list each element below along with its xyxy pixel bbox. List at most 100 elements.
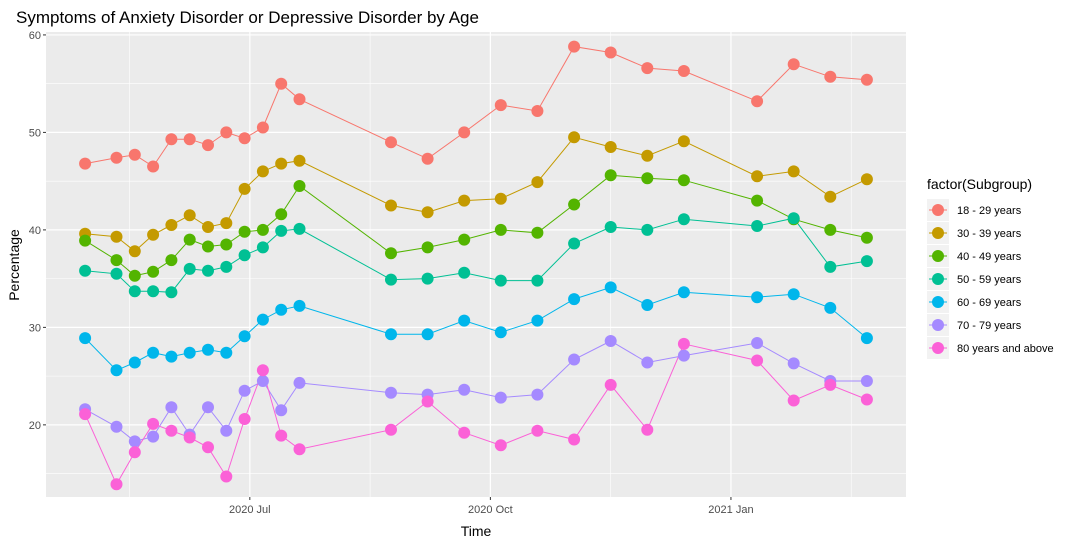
data-point: [860, 255, 873, 268]
data-point: [604, 221, 617, 233]
data-point: [824, 378, 837, 391]
data-point: [421, 152, 434, 165]
data-point: [128, 446, 141, 459]
data-point: [385, 423, 397, 436]
data-point: [494, 326, 507, 339]
data-point: [238, 413, 251, 425]
data-point: [458, 383, 471, 396]
data-point: [183, 346, 196, 359]
x-tick-label: 2021 Jan: [708, 504, 753, 516]
legend-label: 80 years and above: [957, 343, 1054, 355]
data-point: [751, 170, 764, 183]
x-axis: 2020 Jul 2020 Oct 2021 Jan: [229, 497, 754, 516]
x-tick-label: 2020 Oct: [468, 504, 513, 516]
data-point: [293, 222, 306, 235]
data-point: [568, 131, 581, 144]
series-points-3: [79, 212, 873, 299]
data-point: [256, 223, 269, 236]
legend-key-point: [932, 227, 944, 239]
data-point: [147, 228, 160, 241]
data-point: [110, 478, 123, 491]
data-point: [165, 286, 178, 299]
data-point: [677, 337, 690, 350]
data-point: [128, 435, 141, 448]
data-point: [79, 408, 92, 421]
series-points-6: [79, 337, 873, 491]
data-point: [128, 148, 141, 161]
data-point: [458, 426, 471, 439]
data-point: [531, 105, 544, 117]
data-point: [202, 264, 214, 277]
grid: [46, 32, 906, 497]
data-point: [110, 364, 123, 377]
data-point: [421, 328, 434, 341]
data-point: [494, 192, 507, 205]
data-point: [147, 160, 160, 173]
data-point: [128, 356, 141, 369]
data-point: [860, 393, 873, 406]
data-point: [256, 364, 269, 377]
data-point: [220, 260, 233, 273]
data-point: [568, 237, 581, 250]
legend-label: 30 - 39 years: [957, 228, 1022, 240]
data-point: [165, 424, 178, 437]
data-point: [458, 266, 471, 279]
data-point: [568, 198, 581, 211]
data-point: [824, 301, 837, 314]
data-point: [275, 429, 288, 442]
data-point: [238, 330, 251, 343]
data-point: [202, 343, 214, 356]
data-point: [751, 337, 764, 349]
data-point: [293, 180, 306, 192]
data-point: [751, 291, 764, 304]
legend-label: 50 - 59 years: [957, 274, 1022, 286]
data-point: [79, 332, 92, 345]
data-point: [494, 223, 507, 236]
data-point: [183, 262, 196, 275]
series-points-4: [79, 281, 873, 377]
data-point: [385, 273, 397, 286]
data-point: [275, 303, 288, 316]
y-axis: 20 30 40 50 60: [29, 30, 46, 432]
data-point: [677, 286, 690, 299]
data-point: [421, 206, 434, 219]
data-point: [494, 391, 507, 404]
data-point: [183, 233, 196, 246]
data-point: [641, 149, 654, 162]
data-point: [604, 46, 617, 59]
legend-key-point: [932, 319, 944, 331]
data-point: [183, 431, 196, 444]
data-point: [275, 77, 288, 90]
data-point: [202, 221, 214, 233]
data-point: [238, 182, 251, 195]
data-point: [677, 174, 690, 187]
data-point: [385, 136, 397, 149]
data-point: [202, 139, 214, 152]
data-point: [147, 285, 160, 298]
data-point: [860, 73, 873, 86]
data-point: [824, 70, 837, 83]
data-point: [677, 65, 690, 77]
data-point: [494, 274, 507, 287]
data-point: [604, 335, 617, 347]
data-point: [147, 430, 160, 443]
data-point: [220, 470, 233, 483]
y-tick-label: 30: [29, 322, 41, 334]
data-point: [421, 241, 434, 254]
data-point: [641, 299, 654, 311]
data-point: [860, 332, 873, 345]
data-point: [787, 165, 800, 178]
data-point: [494, 99, 507, 112]
data-point: [494, 439, 507, 452]
legend-key-point: [932, 250, 944, 262]
series-layer: [79, 40, 873, 491]
legend-title: factor(Subgroup): [927, 176, 1032, 192]
data-point: [147, 346, 160, 359]
x-tick-label: 2020 Jul: [229, 504, 271, 516]
chart-title: Symptoms of Anxiety Disorder or Depressi…: [16, 8, 479, 27]
data-point: [824, 260, 837, 273]
legend-key-point: [932, 342, 944, 354]
data-point: [531, 388, 544, 401]
data-point: [677, 135, 690, 148]
data-point: [165, 350, 178, 363]
